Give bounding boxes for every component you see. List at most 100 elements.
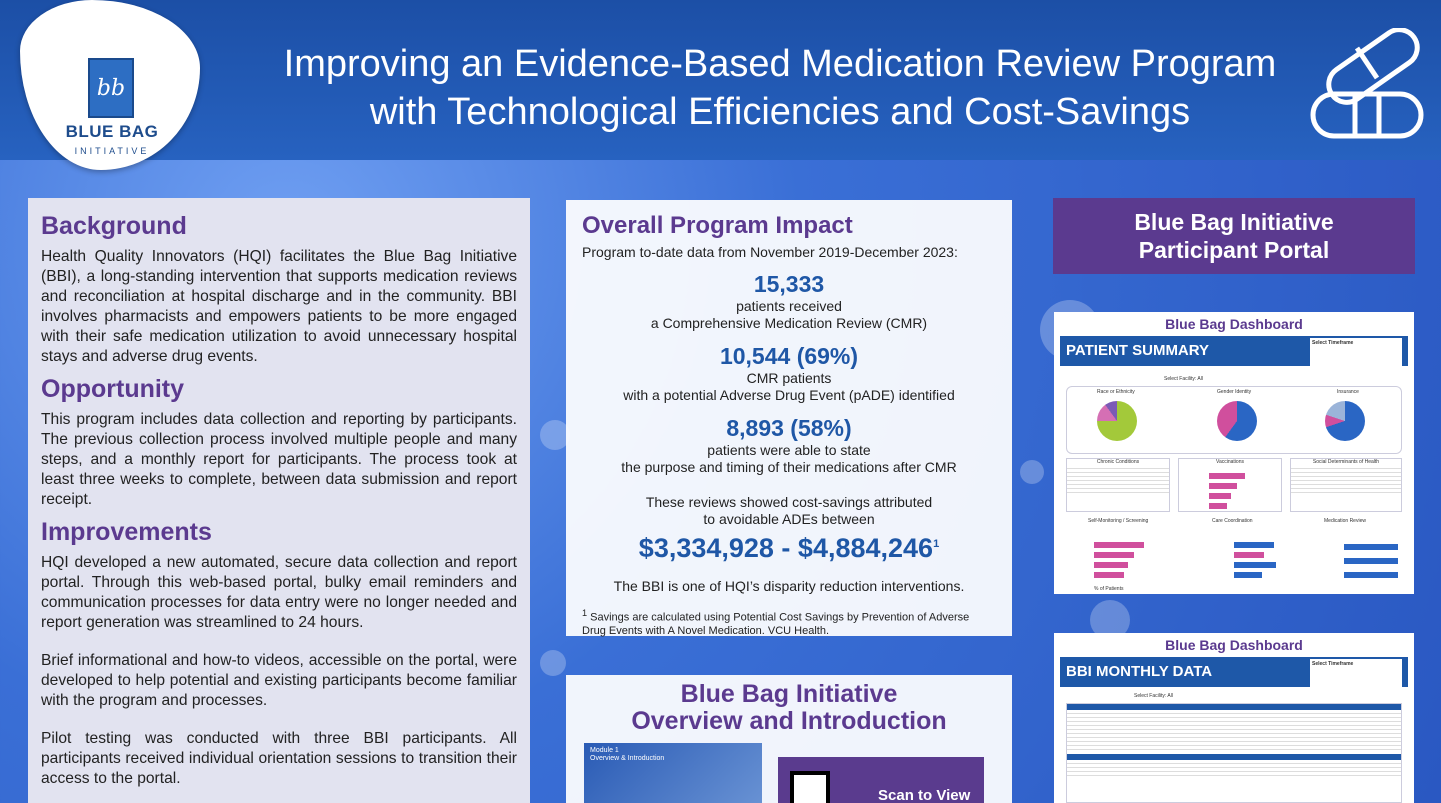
insurance-donut-chart (1325, 401, 1365, 441)
opportunity-section: Opportunity This program includes data c… (41, 375, 517, 510)
pill-capsule-icon (1310, 28, 1424, 139)
opportunity-text: This program includes data collection an… (41, 411, 517, 508)
stat-purpose-line2: the purpose and timing of their medicati… (621, 459, 957, 475)
self-monitoring-bar (1094, 552, 1134, 558)
chronic-conditions-table: Chronic Conditions (1066, 458, 1170, 512)
monthly-data-table (1066, 703, 1402, 803)
monthly-data-label: BBI MONTHLY DATA (1066, 663, 1213, 680)
medication-review-bar (1344, 544, 1398, 550)
improvements-section: Improvements HQI developed a new automat… (41, 518, 517, 789)
sdoh-title: Social Determinants of Health (1312, 459, 1380, 465)
medication-review-title: Medication Review (1324, 518, 1366, 524)
self-monitoring-bar (1094, 562, 1128, 568)
header-banner: bb BLUE BAG INITIATIVE Improving an Evid… (0, 0, 1441, 170)
bokeh-circle (540, 420, 570, 450)
overview-title-line1: Blue Bag Initiative (680, 680, 898, 708)
logo-text: BLUE BAG (65, 122, 159, 141)
care-coordination-bar (1234, 552, 1264, 558)
improvements-text-3: Pilot testing was conducted with three B… (41, 730, 517, 787)
race-chart-title: Race or Ethnicity (1097, 389, 1135, 395)
title-line-2: with Technological Efficiencies and Cost… (369, 91, 1191, 133)
left-text-panel: Background Health Quality Innovators (HQ… (28, 198, 530, 803)
monthly-data-banner: BBI MONTHLY DATA Select Timeframe (1060, 657, 1408, 687)
blue-bag-logo-icon: bb (88, 58, 134, 118)
savings-value: $3,334,928 - $4,884,2461 (582, 528, 996, 564)
qr-code-icon (790, 771, 830, 803)
stat-purpose: 8,893 (58%) patients were able to state … (582, 414, 996, 476)
scan-label: Scan to View (878, 787, 971, 803)
stat-pade-value: 10,544 (69%) (719, 343, 859, 369)
patient-summary-dashboard: Blue Bag Dashboard PATIENT SUMMARY Selec… (1054, 312, 1414, 594)
demographics-charts: Race or Ethnicity Gender Identity Insura… (1066, 386, 1402, 454)
axis-label: % of Patients (1094, 586, 1124, 592)
race-donut-chart (1097, 401, 1137, 441)
improvements-heading: Improvements (41, 518, 212, 546)
stat-cmr-line1: patients received (736, 298, 842, 314)
improvements-text-2: Brief informational and how-to videos, a… (41, 652, 517, 709)
bokeh-circle (1020, 460, 1044, 484)
timeframe-label: Select Timeframe (1312, 661, 1354, 667)
timeframe-label: Select Timeframe (1312, 340, 1354, 346)
care-coordination-bar (1234, 562, 1276, 568)
footnote-text: Savings are calculated using Potential C… (582, 611, 970, 637)
background-text: Health Quality Innovators (HQI) facilita… (41, 248, 517, 365)
facility-value: All (1167, 693, 1173, 699)
improvements-text-1: HQI developed a new automated, secure da… (41, 554, 517, 631)
stat-cmr-value: 15,333 (753, 271, 825, 297)
vacc-bar (1209, 483, 1237, 489)
sdoh-table: Social Determinants of Health (1290, 458, 1402, 512)
video-thumbnail[interactable]: Module 1 Overview & Introduction (584, 743, 762, 803)
overview-title: Blue Bag Initiative Overview and Introdu… (566, 681, 1012, 735)
facility-label: Select Facility: (1134, 693, 1167, 699)
savings-line1: These reviews showed cost-savings attrib… (645, 494, 933, 510)
stat-savings: These reviews showed cost-savings attrib… (582, 494, 996, 564)
timeframe-selector[interactable]: Select Timeframe (1310, 659, 1402, 687)
impact-heading: Overall Program Impact (582, 212, 853, 239)
timeframe-selector[interactable]: Select Timeframe (1310, 338, 1402, 366)
patient-summary-label: PATIENT SUMMARY (1066, 342, 1210, 359)
care-coordination-bar (1234, 572, 1262, 578)
portal-title-line1: Blue Bag Initiative (1134, 209, 1334, 235)
bokeh-circle (540, 650, 566, 676)
background-heading: Background (41, 212, 187, 240)
background-section: Background Health Quality Innovators (HQ… (41, 212, 517, 367)
facility-selector[interactable]: Select Facility: All (1164, 376, 1203, 382)
care-coordination-bar (1234, 542, 1274, 548)
logo-subtext: INITIATIVE (74, 146, 150, 156)
gender-donut-chart (1217, 401, 1257, 441)
footnote-mark: 1 (582, 608, 588, 618)
stat-cmr: 15,333 patients received a Comprehensive… (582, 270, 996, 332)
overview-title-line2: Overview and Introduction (631, 707, 947, 735)
self-monitoring-bar (1094, 542, 1144, 548)
title-line-1: Improving an Evidence-Based Medication R… (283, 43, 1277, 85)
chronic-conditions-title: Chronic Conditions (1096, 459, 1140, 465)
dashboard-title: Blue Bag Dashboard (1165, 316, 1303, 332)
savings-amount: $3,334,928 - $4,884,246 (638, 533, 934, 563)
vaccinations-chart: Vaccinations (1178, 458, 1282, 512)
dashboard-title: Blue Bag Dashboard (1165, 637, 1303, 653)
medication-review-bar (1344, 572, 1398, 578)
medication-review-bar (1344, 558, 1398, 564)
participant-portal-title: Blue Bag Initiative Participant Portal (1053, 198, 1415, 274)
gender-chart-title: Gender Identity (1217, 389, 1252, 395)
video-module-number: Module 1 (590, 747, 619, 754)
stat-pade: 10,544 (69%) CMR patients with a potenti… (582, 342, 996, 404)
stat-purpose-value: 8,893 (58%) (726, 415, 852, 441)
vacc-bar (1209, 473, 1245, 479)
video-module-label: Module 1 Overview & Introduction (584, 743, 762, 767)
stat-cmr-line2: a Comprehensive Medication Review (CMR) (650, 315, 928, 331)
closing-statement: The BBI is one of HQI’s disparity reduct… (613, 578, 965, 594)
footnote: 1 Savings are calculated using Potential… (582, 607, 996, 638)
opportunity-heading: Opportunity (41, 375, 185, 403)
scan-to-view-button[interactable]: Scan to View (778, 757, 984, 803)
video-title: Overview & Introduction (590, 755, 665, 762)
overview-panel: Blue Bag Initiative Overview and Introdu… (566, 675, 1012, 803)
vacc-bar (1209, 503, 1227, 509)
facility-selector[interactable]: Select Facility: All (1134, 693, 1173, 699)
savings-footnote-mark: 1 (933, 538, 940, 550)
vacc-bar (1209, 493, 1231, 499)
stat-pade-line1: CMR patients (746, 370, 832, 386)
facility-value: All (1197, 376, 1203, 382)
stat-purpose-line1: patients were able to state (707, 442, 871, 458)
portal-title-line2: Participant Portal (1138, 237, 1330, 263)
